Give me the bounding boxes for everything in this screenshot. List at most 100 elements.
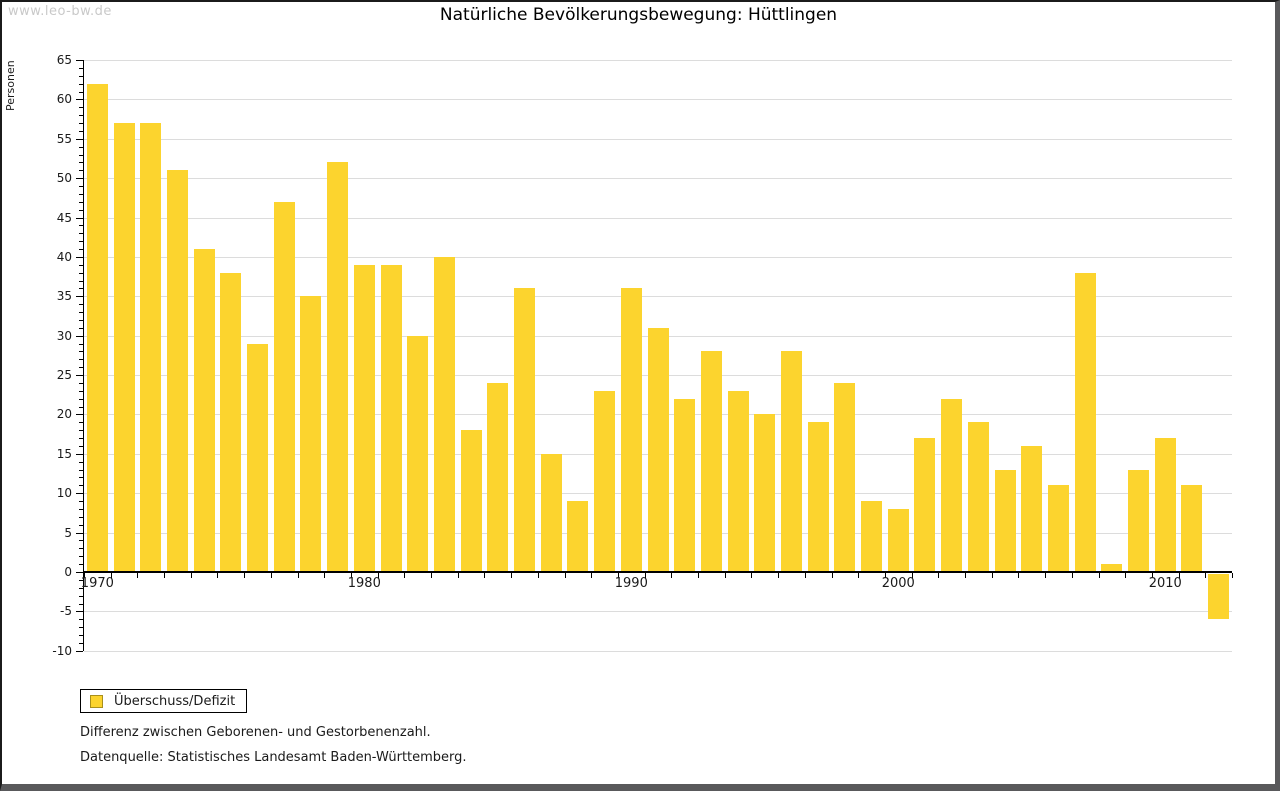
bar-1983 — [433, 256, 455, 572]
y-tick--1 — [79, 579, 83, 581]
y-tick--4 — [79, 603, 83, 605]
x-tick-36 — [1045, 573, 1047, 578]
x-tick-26 — [778, 573, 780, 578]
bar-1976 — [247, 343, 269, 572]
y-tick-24 — [79, 382, 83, 384]
y-tick--3 — [79, 595, 83, 597]
x-tick-18 — [564, 573, 566, 578]
x-tick-7 — [270, 573, 272, 578]
y-tick-3 — [79, 548, 83, 550]
y-tick-45 — [76, 217, 83, 219]
gridline-65 — [84, 60, 1232, 61]
y-tick-60 — [76, 99, 83, 101]
x-tick-34 — [991, 573, 993, 578]
x-tick-label-1990: 1990 — [614, 576, 648, 591]
y-tick-39 — [79, 264, 83, 266]
gridline-35 — [84, 296, 1232, 298]
x-tick-15 — [484, 573, 486, 578]
y-tick-52 — [79, 162, 83, 164]
bar-2000 — [887, 508, 909, 572]
x-tick-label-2000: 2000 — [881, 576, 915, 591]
bar-1985 — [487, 382, 509, 572]
y-tick-19 — [79, 422, 83, 424]
x-tick-11 — [377, 573, 379, 578]
chart-title: Natürliche Bevölkerungsbewegung: Hüttlin… — [439, 5, 838, 25]
y-tick--10 — [76, 650, 83, 652]
y-tick-label-55: 55 — [56, 131, 72, 146]
x-tick-30 — [884, 573, 886, 578]
bar-1977 — [273, 201, 295, 572]
y-tick-41 — [79, 249, 83, 251]
x-tick-6 — [244, 573, 246, 578]
x-tick-16 — [511, 573, 513, 578]
y-tick-54 — [79, 146, 83, 148]
y-tick-label-30: 30 — [56, 328, 72, 343]
x-tick-20 — [617, 573, 619, 578]
x-tick-2 — [137, 573, 139, 578]
bar-1994 — [727, 390, 749, 572]
y-tick-37 — [79, 280, 83, 282]
y-tick-label-45: 45 — [56, 210, 72, 225]
plot-area: -10 -5 0 5 10 15 20 25 30 35 40 45 50 55 60 65 1970 1980 1… — [52, 53, 1233, 658]
x-tick-3 — [164, 573, 166, 578]
y-tick-64 — [79, 67, 83, 69]
y-tick-15 — [76, 453, 83, 455]
y-tick-13 — [79, 469, 83, 471]
x-tick-0 — [84, 573, 85, 578]
bar-1974 — [193, 249, 215, 572]
gridline-45 — [84, 217, 1232, 219]
y-tick-53 — [79, 154, 83, 156]
y-tick-8 — [79, 508, 83, 510]
x-tick-27 — [804, 573, 806, 578]
y-tick-0 — [76, 572, 83, 573]
gridline-55 — [84, 138, 1232, 140]
y-tick--6 — [79, 619, 83, 621]
bar-1982 — [407, 335, 429, 572]
y-tick-42 — [79, 241, 83, 243]
legend-swatch-icon — [90, 694, 103, 708]
y-tick-46 — [79, 209, 83, 211]
x-tick-8 — [297, 573, 299, 578]
gridline--10 — [84, 650, 1232, 652]
y-tick-30 — [76, 335, 83, 337]
y-tick-label-5: 5 — [64, 525, 72, 540]
x-tick-17 — [537, 573, 539, 578]
gridline-60 — [84, 99, 1232, 101]
y-tick--5 — [76, 611, 83, 613]
y-tick-29 — [79, 343, 83, 345]
x-tick-31 — [911, 573, 913, 578]
bar-1975 — [220, 272, 242, 572]
x-tick-13 — [431, 573, 433, 578]
y-tick-10 — [76, 493, 83, 495]
y-tick--7 — [79, 627, 83, 629]
y-tick-25 — [76, 375, 83, 377]
x-tick-25 — [751, 573, 753, 578]
bar-1995 — [754, 414, 776, 572]
y-tick-26 — [79, 367, 83, 369]
bar-1984 — [460, 430, 482, 572]
y-tick-7 — [79, 516, 83, 518]
y-tick-11 — [79, 485, 83, 487]
y-tick-51 — [79, 170, 83, 172]
x-tick-41 — [1178, 573, 1180, 578]
x-tick-4 — [190, 573, 192, 578]
y-tick-36 — [79, 288, 83, 290]
bar-1987 — [540, 453, 562, 572]
bar-1971 — [113, 123, 135, 572]
bar-1999 — [861, 501, 883, 572]
y-tick-label-20: 20 — [56, 407, 72, 422]
bar-1981 — [380, 264, 402, 572]
y-tick-62 — [79, 83, 83, 85]
x-tick-42 — [1205, 573, 1207, 578]
bar-1997 — [807, 422, 829, 572]
watermark: www.leo-bw.de — [8, 4, 112, 19]
bar-1986 — [514, 288, 535, 572]
y-tick-1 — [79, 564, 83, 566]
gridline-50 — [84, 178, 1232, 180]
y-tick-48 — [79, 193, 83, 195]
bar-1989 — [594, 390, 616, 572]
y-tick-20 — [76, 414, 83, 416]
x-tick-28 — [831, 573, 833, 578]
bar-1979 — [327, 162, 349, 572]
y-tick-49 — [79, 186, 83, 188]
